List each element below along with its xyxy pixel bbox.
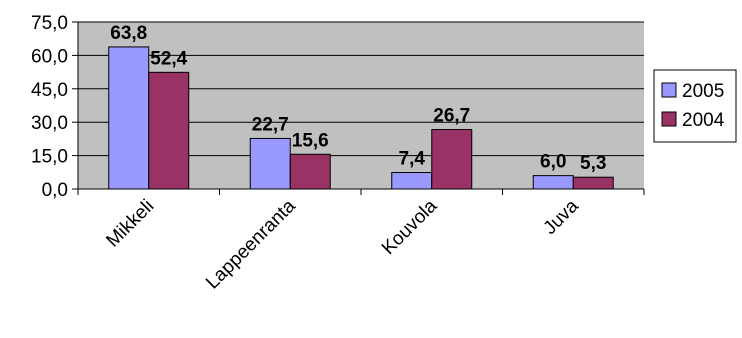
bar-2004-kouvola: [431, 129, 473, 190]
data-label: 15,6: [292, 130, 329, 151]
legend-box: [653, 69, 737, 143]
legend-label-2005: 2005: [682, 81, 724, 102]
y-tick-label: 45,0: [31, 80, 68, 101]
bar-2004-lappeenranta: [289, 153, 331, 190]
category-label-kouvola: Kouvola: [378, 195, 442, 259]
data-label: 7,4: [399, 149, 426, 170]
bar-2005-juva: [532, 175, 574, 190]
data-labels: 63,852,4 22,715,6 7,4 26,7 6,0 5,3: [110, 23, 606, 174]
y-tick-label: 75,0: [31, 13, 68, 34]
category-label-lappeenranta: Lappeenranta: [202, 195, 300, 293]
category-label-juva: Juva: [540, 195, 584, 239]
y-tick-label: 0,0: [42, 180, 68, 201]
legend: 2005 2004: [653, 69, 737, 143]
bar-2004-juva: [572, 176, 614, 190]
axes: [77, 22, 645, 195]
data-label: 26,7: [433, 106, 470, 127]
data-label: 52,4: [150, 48, 187, 69]
category-label-mikkeli: Mikkeli: [102, 196, 158, 252]
legend-label-2004: 2004: [682, 110, 725, 131]
y-tick-label: 15,0: [31, 147, 68, 168]
legend-swatch-2005: [661, 82, 677, 98]
bar-2005-mikkeli: [108, 46, 150, 190]
bar-2005-kouvola: [391, 172, 433, 190]
y-tick-label: 30,0: [31, 113, 68, 134]
y-tick-label: 60,0: [31, 46, 68, 67]
data-label: 6,0: [540, 152, 566, 173]
data-label: 5,3: [580, 153, 606, 174]
data-label: 22,7: [252, 114, 289, 135]
bar-2005-lappeenranta: [249, 137, 291, 190]
category-labels: Mikkeli Lappeenranta Kouvola Juva: [102, 195, 583, 293]
bar-2004-mikkeli: [148, 71, 190, 190]
bars: [108, 46, 614, 190]
legend-swatch-2004: [661, 111, 677, 127]
y-axis-ticks: 0,0 15,0 30,0 45,0 60,0 75,0: [31, 13, 78, 201]
data-label: 63,8: [110, 23, 147, 44]
